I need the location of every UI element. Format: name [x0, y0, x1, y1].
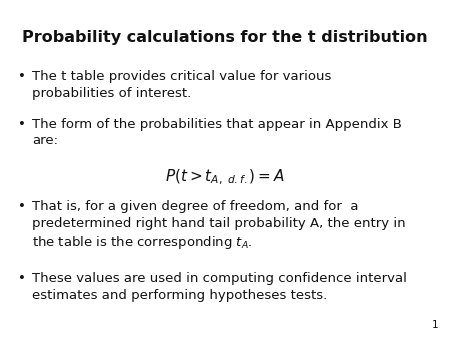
Text: 1: 1	[432, 320, 438, 330]
Text: $P(t > t_{A,\ d.f.}) = A$: $P(t > t_{A,\ d.f.}) = A$	[165, 168, 285, 187]
Text: That is, for a given degree of freedom, and for  a
predetermined right hand tail: That is, for a given degree of freedom, …	[32, 200, 405, 251]
Text: •: •	[18, 118, 26, 131]
Text: •: •	[18, 200, 26, 213]
Text: •: •	[18, 272, 26, 285]
Text: Probability calculations for the t distribution: Probability calculations for the t distr…	[22, 30, 428, 45]
Text: These values are used in computing confidence interval
estimates and performing : These values are used in computing confi…	[32, 272, 407, 301]
Text: •: •	[18, 70, 26, 83]
Text: The form of the probabilities that appear in Appendix B
are:: The form of the probabilities that appea…	[32, 118, 402, 147]
Text: The t table provides critical value for various
probabilities of interest.: The t table provides critical value for …	[32, 70, 331, 99]
